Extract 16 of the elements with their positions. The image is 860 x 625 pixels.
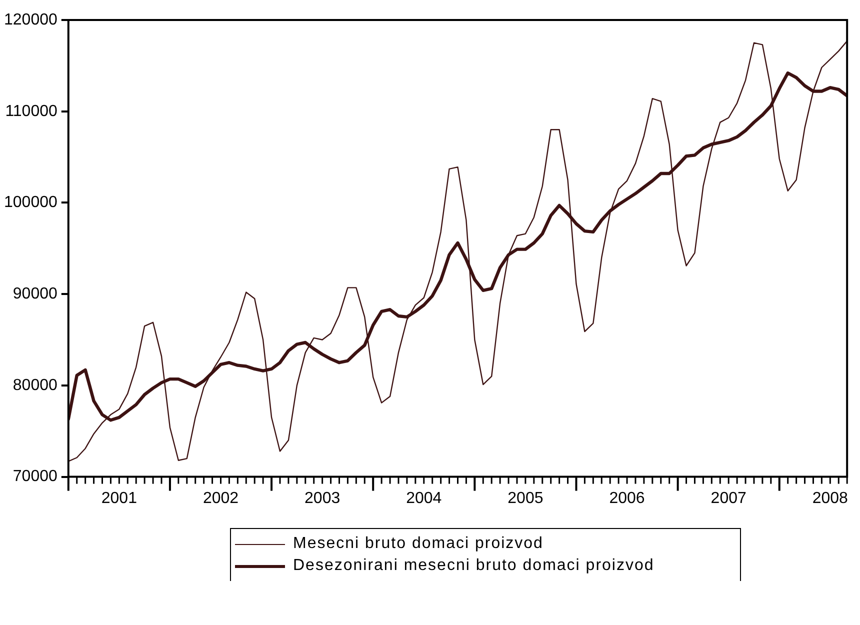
y-tick-label: 110000 [5, 102, 58, 120]
x-tick-label: 2008 [812, 490, 848, 507]
y-tick-label: 120000 [4, 11, 58, 28]
y-tick-label: 70000 [12, 468, 58, 486]
legend-label: Desezonirani mesecni bruto domaci proizvod [293, 557, 654, 575]
y-tick-label: 100000 [4, 194, 58, 212]
y-tick-label: 90000 [12, 285, 58, 302]
x-tick-label: 2003 [304, 490, 340, 507]
x-tick-label: 2001 [101, 490, 138, 507]
x-tick-label: 2004 [406, 490, 442, 507]
y-tick-label: 80000 [12, 376, 58, 394]
x-tick-label: 2007 [710, 490, 746, 507]
x-tick-label: 2006 [609, 490, 645, 507]
x-tick-label: 2005 [508, 490, 544, 507]
x-tick-label: 2002 [202, 490, 239, 507]
legend-label: Mesecni bruto domaci proizvod [293, 535, 544, 553]
